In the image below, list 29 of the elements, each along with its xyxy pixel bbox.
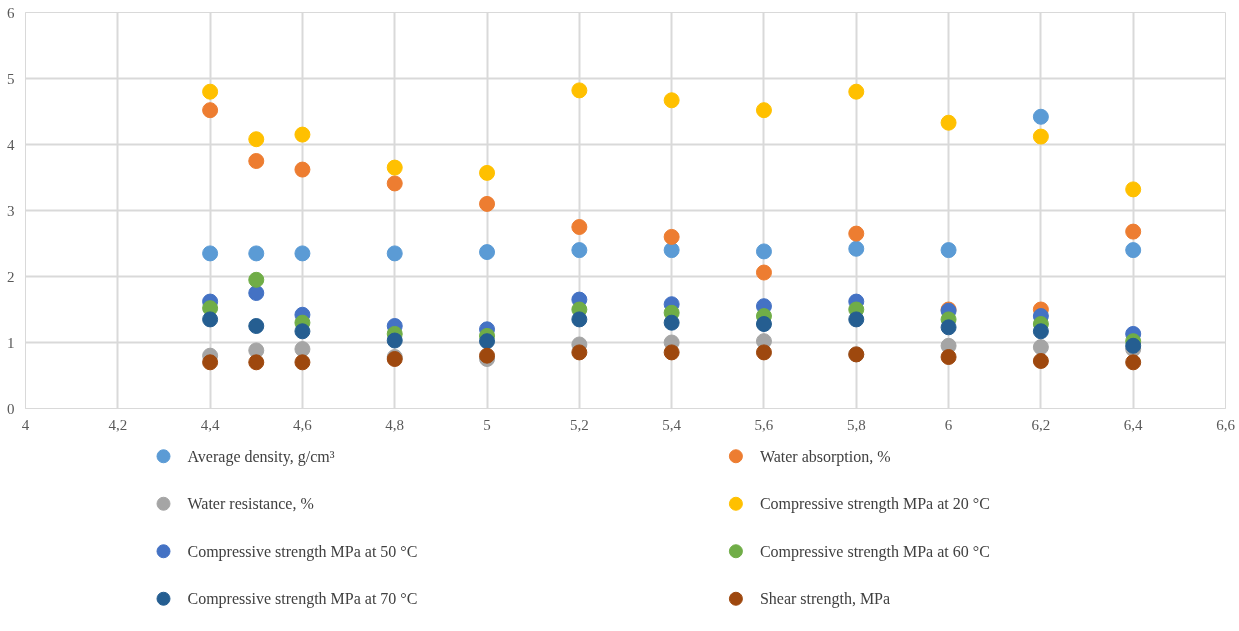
legend-label: Water resistance, % [187,495,314,513]
y-tick-label: 5 [7,70,15,87]
x-tick-label: 4,2 [108,416,128,433]
x-tick-label: 4 [21,416,30,433]
x-tick-label: 6,6 [1216,416,1236,433]
x-tick-label: 4,8 [385,416,405,433]
x-tick-label: 6,2 [1031,416,1051,433]
y-tick-label: 1 [7,334,15,351]
x-tick-label: 5,2 [569,416,589,433]
x-tick-label: 6 [944,416,953,433]
y-tick-label: 3 [7,202,15,219]
x-tick-label: 5,6 [754,416,774,433]
y-tick-label: 4 [7,136,15,153]
x-tick-label: 5 [483,416,491,433]
legend-label: Compressive strength MPa at 60 °C [759,542,990,561]
legend-label: Water absorption, % [759,447,891,466]
y-tick-label: 2 [7,268,15,285]
x-tick-label: 5,8 [846,416,866,433]
x-tick-label: 5,4 [662,416,682,433]
legend-label: Average density, g/cm³ [187,447,335,466]
y-tick-label: 0 [7,400,15,417]
y-tick-label: 6 [7,4,15,21]
x-tick-label: 4,4 [200,416,220,433]
x-tick-label: 4,6 [293,416,313,433]
x-tick-label: 6,4 [1123,416,1144,433]
legend-label: Compressive strength MPa at 50 °C [187,542,418,561]
legend-label: Compressive strength MPa at 20 °C [759,495,990,514]
legend-label: Shear strength, MPa [759,590,891,609]
legend-label: Compressive strength MPa at 70 °C [187,590,418,609]
